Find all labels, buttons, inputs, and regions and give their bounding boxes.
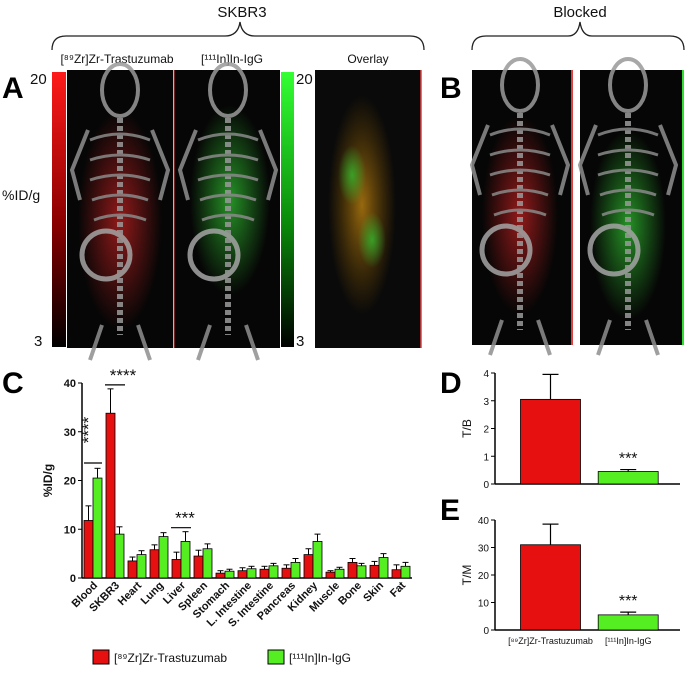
chart-c-biodistribution: 010203040%ID/gBloodSKBR3HeartLungLiverSp…: [41, 366, 412, 630]
y-tick-label: 30: [64, 427, 76, 439]
bar-in: [378, 557, 389, 579]
red-scale-min: 3: [34, 333, 42, 350]
bar-in: [400, 565, 411, 579]
bar-in: [597, 614, 659, 631]
green-colorbar: [281, 72, 294, 347]
bar-zr: [520, 398, 581, 485]
bar-in: [224, 570, 235, 579]
y-tick-label: 10: [64, 524, 76, 536]
mouse-image-blocked-in: [580, 59, 684, 355]
bar-zr: [193, 555, 204, 579]
y-tick-label: 0: [483, 626, 489, 637]
legend-label-zr: [⁸⁹Zr]Zr-Trastuzumab: [114, 651, 227, 665]
bar-in: [92, 477, 103, 579]
bar-zr: [83, 520, 94, 579]
skbr3-header: SKBR3: [51, 4, 425, 51]
y-tick-label: 10: [478, 599, 490, 610]
mouse-image-overlay: [315, 70, 422, 348]
panel-letter-e: E: [440, 494, 460, 527]
significance-stars: ***: [619, 451, 638, 468]
chart-e-tumor-to-muscle: 0 10 20 30 40 T/M [⁸⁹Zr]Zr-Trastuzumab *** [¹¹¹I…: [460, 516, 680, 646]
y-axis-label: T/M: [460, 565, 474, 586]
y-tick-label: 3: [483, 397, 489, 408]
category-label: Lung: [139, 580, 166, 607]
bar-zr: [347, 562, 358, 579]
bar-in: [158, 536, 169, 579]
y-axis-label: %ID/g: [41, 464, 55, 497]
panel-letter-b: B: [440, 72, 462, 105]
y-tick-label: 0: [483, 480, 489, 491]
legend: [⁸⁹Zr]Zr-Trastuzumab [¹¹¹In]In-IgG: [92, 649, 351, 665]
y-tick-label: 40: [64, 378, 76, 390]
bar-zr: [520, 544, 581, 631]
bar-in: [356, 565, 367, 579]
red-colorbar: [52, 72, 66, 347]
panel-letter-a: A: [2, 72, 24, 105]
skbr3-title: SKBR3: [217, 4, 266, 21]
blocked-header: Blocked: [471, 4, 685, 51]
mouse-image-zr: [67, 64, 173, 360]
bar-in: [290, 562, 301, 579]
y-tick-label: 1: [483, 452, 489, 463]
bar-in: [246, 568, 257, 579]
y-tick-label: 40: [478, 516, 490, 527]
bar-in: [312, 541, 323, 579]
mouse-image-in: [173, 64, 280, 360]
bar-zr: [171, 559, 182, 579]
bar-in: [114, 533, 125, 579]
bar-zr: [303, 554, 314, 579]
category-label: Heart: [116, 579, 145, 608]
bar-zr: [391, 569, 402, 579]
bar-zr: [369, 564, 380, 579]
blocked-title: Blocked: [553, 4, 606, 21]
bar-zr: [237, 570, 248, 579]
scale-label: %ID/g: [2, 187, 40, 203]
column-label-zr: [⁸⁹Zr]Zr-Trastuzumab: [60, 52, 173, 66]
y-tick-label: 4: [483, 369, 489, 380]
bar-in: [334, 568, 345, 579]
significance-stars: ***: [175, 509, 195, 528]
bar-in: [136, 554, 147, 579]
bar-zr: [259, 568, 270, 579]
legend-swatch-in: [267, 649, 285, 665]
significance-stars: ***: [619, 593, 638, 610]
legend-swatch-zr: [92, 649, 110, 665]
bar-in: [597, 471, 659, 485]
bar-zr: [105, 412, 116, 579]
y-tick-label: 20: [478, 571, 490, 582]
column-label-in: [¹¹¹In]In-IgG: [201, 52, 263, 66]
column-label-overlay: Overlay: [347, 52, 388, 66]
chart-d-tumor-to-blood: 0 1 2 3 4 T/B ***: [460, 369, 680, 491]
legend-label-in: [¹¹¹In]In-IgG: [289, 651, 351, 665]
panel-letter-c: C: [2, 367, 24, 400]
bar-in: [202, 548, 213, 579]
significance-stars: ****: [110, 366, 137, 385]
y-tick-label: 30: [478, 544, 490, 555]
y-tick-label: 0: [70, 573, 76, 585]
category-label: Bone: [336, 580, 364, 608]
y-axis-label: T/B: [460, 419, 474, 438]
red-scale-max: 20: [30, 71, 47, 88]
y-tick-label: 2: [483, 425, 489, 436]
bar-zr: [325, 571, 336, 579]
bar-zr: [281, 567, 292, 579]
category-label: Fat: [388, 579, 408, 599]
category-label: Skin: [361, 579, 386, 604]
bar-zr: [215, 572, 226, 579]
bar-zr: [127, 560, 138, 579]
bar-zr: [149, 549, 160, 579]
panel-letter-d: D: [440, 367, 462, 400]
mouse-image-blocked-zr: [472, 59, 573, 355]
category-label: [⁸⁹Zr]Zr-Trastuzumab: [508, 636, 593, 646]
bar-in: [180, 541, 191, 579]
y-tick-label: 20: [64, 476, 76, 488]
category-label: [¹¹¹In]In-IgG: [605, 636, 652, 646]
bar-in: [268, 565, 279, 579]
green-scale-min: 3: [296, 333, 304, 350]
significance-stars: ****: [79, 416, 98, 443]
green-scale-max: 20: [296, 71, 313, 88]
